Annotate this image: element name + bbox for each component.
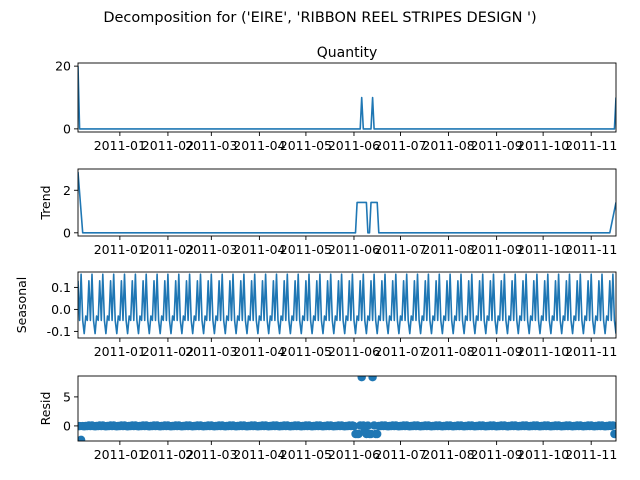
resid-point: [373, 429, 382, 439]
x-tick-label: 2011-09: [470, 138, 522, 153]
x-tick-label: 2011-11: [565, 447, 617, 462]
x-tick-label: 2011-01: [94, 344, 146, 359]
axes-frame: [77, 62, 617, 133]
y-axis-label: Trend: [38, 185, 53, 220]
x-tick-label: 2011-04: [233, 242, 285, 257]
x-tick-label: 2011-04: [233, 138, 285, 153]
resid-point: [78, 422, 83, 431]
x-tick-label: 2011-05: [280, 242, 332, 257]
x-tick-label: 2011-08: [422, 242, 474, 257]
x-tick-label: 2011-07: [374, 138, 426, 153]
seasonal-line: [78, 273, 616, 335]
x-tick-label: 2011-03: [185, 138, 237, 153]
x-tick-label: 2011-08: [422, 138, 474, 153]
x-tick-label: 2011-11: [565, 242, 617, 257]
panel-observed: Quantity0202011-012011-022011-032011-042…: [55, 45, 617, 153]
y-tick-label: 0.1: [51, 280, 71, 295]
x-tick-label: 2011-02: [142, 344, 194, 359]
x-tick-label: 2011-07: [374, 344, 426, 359]
x-tick-label: 2011-04: [233, 344, 285, 359]
y-tick-label: 20: [55, 59, 71, 74]
panel-title: Quantity: [317, 45, 378, 61]
x-tick-label: 2011-03: [185, 344, 237, 359]
panel-resid: Resid052011-012011-022011-032011-042011-…: [38, 375, 617, 462]
resid-point: [368, 376, 377, 382]
plot-area: [78, 273, 616, 335]
panel-trend: Trend022011-012011-022011-032011-042011-…: [38, 168, 617, 257]
x-tick-label: 2011-03: [185, 242, 237, 257]
x-tick-label: 2011-02: [142, 138, 194, 153]
x-tick-label: 2011-04: [233, 447, 285, 462]
x-tick-label: 2011-02: [142, 447, 194, 462]
resid-point: [608, 421, 616, 430]
series-line: [78, 171, 616, 234]
axes-frame: [77, 271, 617, 339]
x-tick-label: 2011-06: [328, 344, 380, 359]
x-tick-label: 2011-09: [470, 344, 522, 359]
x-tick-label: 2011-08: [422, 344, 474, 359]
x-tick-label: 2011-10: [517, 447, 569, 462]
x-tick-label: 2011-09: [470, 447, 522, 462]
x-tick-label: 2011-07: [374, 242, 426, 257]
x-tick-label: 2011-07: [374, 447, 426, 462]
panel-seasonal: Seasonal -0.10.00.12011-012011-022011-032…: [14, 271, 617, 359]
resid-point: [611, 429, 616, 439]
figure-title: Decomposition for ('EIRE', 'RIBBON REEL …: [103, 10, 536, 26]
axes-frame: [77, 375, 617, 442]
y-tick-label: 0.0: [51, 302, 71, 317]
y-tick-label: 0: [63, 225, 71, 240]
y-tick-label: -0.1: [47, 324, 71, 339]
plot-area: [78, 171, 616, 234]
axes-frame: [77, 168, 617, 237]
x-tick-label: 2011-02: [142, 242, 194, 257]
x-tick-label: 2011-05: [280, 447, 332, 462]
x-tick-label: 2011-08: [422, 447, 474, 462]
y-axis-label: Resid: [38, 392, 53, 426]
resid-point: [78, 435, 86, 441]
x-tick-label: 2011-05: [280, 344, 332, 359]
y-tick-label: 0: [63, 121, 71, 136]
resid-point: [349, 421, 359, 431]
x-tick-label: 2011-06: [328, 242, 380, 257]
x-tick-label: 2011-09: [470, 242, 522, 257]
x-tick-label: 2011-10: [517, 138, 569, 153]
plot-area: [78, 376, 616, 441]
x-tick-label: 2011-06: [328, 447, 380, 462]
y-axis-label: Seasonal: [14, 277, 29, 334]
resid-point: [363, 421, 373, 430]
x-tick-label: 2011-05: [280, 138, 332, 153]
y-tick-label: 2: [63, 183, 71, 198]
x-tick-label: 2011-01: [94, 447, 146, 462]
x-tick-label: 2011-11: [565, 344, 617, 359]
x-tick-label: 2011-03: [185, 447, 237, 462]
x-tick-label: 2011-10: [517, 344, 569, 359]
x-tick-label: 2011-10: [517, 242, 569, 257]
y-tick-label: 0: [63, 418, 71, 433]
x-tick-label: 2011-01: [94, 138, 146, 153]
resid-point: [357, 376, 366, 382]
plot-area: [78, 66, 616, 130]
x-tick-label: 2011-01: [94, 242, 146, 257]
x-tick-label: 2011-06: [328, 138, 380, 153]
y-tick-label: 5: [63, 389, 71, 404]
x-tick-label: 2011-11: [565, 138, 617, 153]
resid-point: [354, 429, 363, 439]
series-line: [78, 66, 616, 130]
